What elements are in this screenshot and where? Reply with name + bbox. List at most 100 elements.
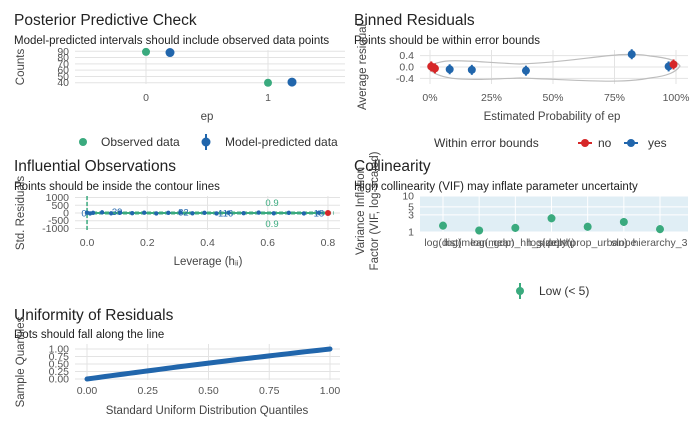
y-tick-label: 5	[408, 201, 414, 213]
vif-point	[475, 226, 484, 235]
x-tick-label: 0	[143, 92, 149, 104]
x-tick-label: 0.00	[77, 385, 98, 397]
x-tick-label: 0.8	[321, 237, 336, 249]
y-tick-label: 1000	[46, 192, 70, 204]
x-tick-label: 0.0	[80, 237, 95, 249]
panel-subtitle: Model-predicted intervals should include…	[14, 35, 329, 47]
residual-point	[521, 66, 530, 75]
vif-point	[511, 223, 520, 232]
legend-label: Observed data	[101, 135, 180, 149]
x-tick-label: log(mean_hh_size)	[471, 237, 560, 249]
observation-point	[241, 210, 246, 216]
x-tick-label: 0.6	[260, 237, 275, 249]
legend-key-yes	[627, 139, 635, 147]
y-axis-label: Variance Inflation	[355, 167, 367, 255]
panel-title: Binned Residuals	[354, 12, 475, 29]
observation-point	[90, 210, 96, 216]
y-tick-label: -0.4	[396, 73, 414, 85]
residual-point	[669, 60, 678, 69]
observation-point	[226, 210, 231, 215]
vif-point	[439, 221, 447, 230]
observation-point	[99, 210, 105, 215]
x-axis-label: Estimated Probability of ep	[484, 111, 621, 123]
y-tick-label: 70	[57, 58, 69, 70]
legend-label: no	[598, 136, 612, 150]
observation-point	[271, 211, 276, 216]
observation-point	[154, 211, 159, 216]
panel-title: Posterior Predictive Check	[14, 12, 197, 29]
y-axis-label: Sample Quantiles	[15, 316, 27, 407]
x-tick-label: slope	[611, 237, 636, 249]
observation-point	[178, 210, 183, 215]
legend-key-observed	[79, 138, 87, 146]
y-tick-label: -1000	[42, 223, 69, 235]
x-axis-label: ep	[201, 111, 214, 123]
observation-point	[316, 210, 322, 215]
vif-point	[656, 225, 664, 234]
x-axis-label: Standard Uniform Distribution Quantiles	[106, 405, 309, 417]
vif-point	[619, 217, 628, 226]
y-tick-label: 60	[57, 65, 69, 77]
predicted-point	[287, 77, 297, 87]
error-bound-envelope	[427, 53, 681, 82]
panel-subtitle: Points should be inside the contour line…	[14, 181, 220, 193]
y-tick-label: 500	[51, 200, 69, 212]
panel-subtitle: Dots should fall along the line	[14, 329, 164, 341]
y-axis-label: Std. Residuals	[15, 176, 27, 250]
y-tick-label: 10	[402, 191, 414, 203]
y-axis-label: Average residual	[357, 24, 369, 110]
point-label: 0	[81, 209, 86, 220]
panel-subtitle: High collinearity (VIF) may inflate para…	[354, 181, 638, 193]
y-axis-label-line2: Factor (VIF, log-scaled)	[369, 151, 381, 270]
x-tick-label: 75%	[604, 92, 625, 104]
observation-point	[190, 211, 195, 216]
vif-point	[547, 214, 556, 223]
legend-key-low	[516, 287, 524, 295]
point-label: 39	[112, 207, 123, 218]
point-label: 116	[218, 209, 233, 220]
panel-title: Collinearity	[354, 158, 431, 175]
y-tick-label: 90	[57, 46, 69, 58]
legend-key-predicted	[201, 137, 211, 147]
contour-label: 0.9	[265, 198, 278, 209]
x-tick-label: 0.75	[259, 385, 280, 397]
x-tick-label: 1	[265, 92, 271, 104]
observation-point	[301, 211, 307, 216]
y-tick-label: 0	[63, 208, 69, 220]
legend-key-no	[581, 139, 589, 147]
x-axis-label: Leverage (hᵢᵢ)	[174, 256, 243, 268]
x-tick-label: log(depth)	[528, 237, 575, 249]
x-tick-label: 0.25	[138, 385, 159, 397]
x-tick-label: log(dist)	[424, 237, 461, 249]
x-tick-label: 0%	[422, 92, 437, 104]
residual-point	[467, 65, 476, 74]
observation-point	[117, 210, 123, 215]
y-tick-label: 80	[57, 52, 69, 64]
y-tick-label: 0.00	[49, 374, 70, 386]
observation-point	[286, 210, 292, 216]
observation-point	[256, 210, 261, 215]
legend-label: yes	[648, 136, 667, 150]
y-tick-label: 0.50	[49, 359, 70, 371]
vif-point	[583, 222, 592, 231]
contour-label: 0.9	[265, 219, 278, 230]
y-tick-label: 1	[408, 227, 414, 239]
observed-point	[264, 78, 272, 87]
x-tick-label: log(mean_gdp)	[444, 237, 515, 249]
y-tick-label: 0.25	[49, 366, 70, 378]
legend-title: Within error bounds	[434, 136, 539, 150]
panel-title: Uniformity of Residuals	[14, 307, 174, 324]
flagged-observation	[324, 210, 331, 216]
y-tick-label: 3	[408, 209, 414, 221]
residual-point	[445, 65, 454, 74]
x-tick-label: 0.2	[140, 237, 155, 249]
x-tick-label: poly(prop_urban)	[548, 237, 628, 249]
observation-point	[142, 210, 147, 215]
x-tick-label: 25%	[481, 92, 502, 104]
point-label: 18	[314, 209, 325, 220]
legend-label: Model-predicted data	[225, 135, 338, 149]
x-tick-label: 0.50	[198, 385, 219, 397]
residual-point	[430, 64, 439, 73]
x-tick-label: 1.00	[320, 385, 341, 397]
